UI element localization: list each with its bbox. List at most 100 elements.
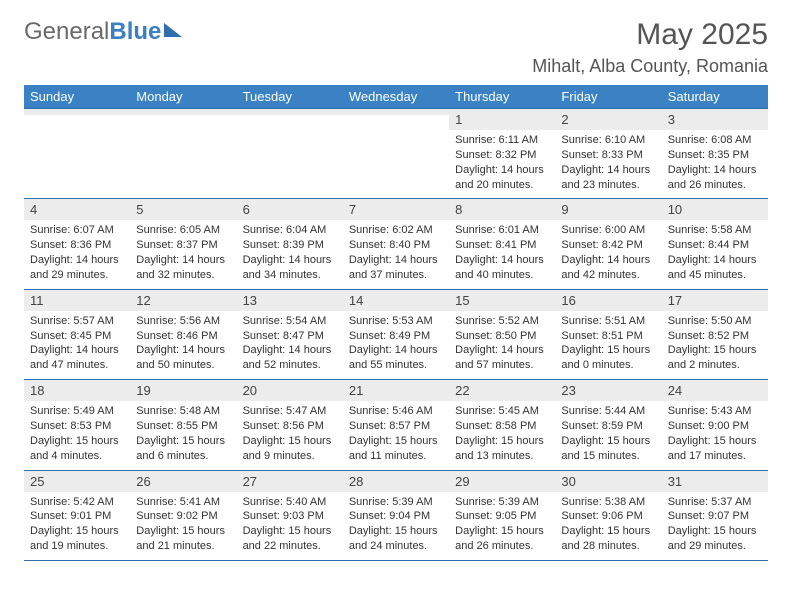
- sunset-text: Sunset: 8:52 PM: [668, 329, 762, 344]
- daylight-text: Daylight: 15 hours and 11 minutes.: [349, 434, 443, 464]
- sunset-text: Sunset: 9:02 PM: [136, 509, 230, 524]
- day-details: Sunrise: 5:46 AMSunset: 8:57 PMDaylight:…: [343, 401, 449, 469]
- day-details: Sunrise: 6:07 AMSunset: 8:36 PMDaylight:…: [24, 220, 130, 288]
- day-number: 5: [130, 199, 236, 220]
- weekday-label: Wednesday: [343, 85, 449, 108]
- calendar-cell: 20Sunrise: 5:47 AMSunset: 8:56 PMDayligh…: [237, 380, 343, 469]
- sunrise-text: Sunrise: 5:38 AM: [561, 495, 655, 510]
- sunset-text: Sunset: 9:07 PM: [668, 509, 762, 524]
- day-details: Sunrise: 5:47 AMSunset: 8:56 PMDaylight:…: [237, 401, 343, 469]
- calendar-cell: 7Sunrise: 6:02 AMSunset: 8:40 PMDaylight…: [343, 199, 449, 288]
- day-number: 17: [662, 290, 768, 311]
- daylight-text: Daylight: 14 hours and 50 minutes.: [136, 343, 230, 373]
- calendar-cell: 12Sunrise: 5:56 AMSunset: 8:46 PMDayligh…: [130, 290, 236, 379]
- sunset-text: Sunset: 8:50 PM: [455, 329, 549, 344]
- daylight-text: Daylight: 15 hours and 29 minutes.: [668, 524, 762, 554]
- calendar-cell: 9Sunrise: 6:00 AMSunset: 8:42 PMDaylight…: [555, 199, 661, 288]
- sunrise-text: Sunrise: 5:41 AM: [136, 495, 230, 510]
- sunset-text: Sunset: 9:01 PM: [30, 509, 124, 524]
- calendar-cell: 10Sunrise: 5:58 AMSunset: 8:44 PMDayligh…: [662, 199, 768, 288]
- day-number: 14: [343, 290, 449, 311]
- day-number: 8: [449, 199, 555, 220]
- sunset-text: Sunset: 8:37 PM: [136, 238, 230, 253]
- daylight-text: Daylight: 14 hours and 34 minutes.: [243, 253, 337, 283]
- day-details: Sunrise: 5:44 AMSunset: 8:59 PMDaylight:…: [555, 401, 661, 469]
- calendar-week-row: 4Sunrise: 6:07 AMSunset: 8:36 PMDaylight…: [24, 198, 768, 288]
- sunset-text: Sunset: 8:40 PM: [349, 238, 443, 253]
- sunset-text: Sunset: 9:00 PM: [668, 419, 762, 434]
- day-details: Sunrise: 5:41 AMSunset: 9:02 PMDaylight:…: [130, 492, 236, 560]
- sunrise-text: Sunrise: 6:02 AM: [349, 223, 443, 238]
- day-number: 28: [343, 471, 449, 492]
- sunset-text: Sunset: 8:39 PM: [243, 238, 337, 253]
- day-details: Sunrise: 5:37 AMSunset: 9:07 PMDaylight:…: [662, 492, 768, 560]
- calendar-cell: 1Sunrise: 6:11 AMSunset: 8:32 PMDaylight…: [449, 109, 555, 198]
- day-details: Sunrise: 5:38 AMSunset: 9:06 PMDaylight:…: [555, 492, 661, 560]
- calendar-cell: 13Sunrise: 5:54 AMSunset: 8:47 PMDayligh…: [237, 290, 343, 379]
- weekday-label: Tuesday: [237, 85, 343, 108]
- sunset-text: Sunset: 8:47 PM: [243, 329, 337, 344]
- daylight-text: Daylight: 15 hours and 13 minutes.: [455, 434, 549, 464]
- daylight-text: Daylight: 14 hours and 26 minutes.: [668, 163, 762, 193]
- day-number: 22: [449, 380, 555, 401]
- daylight-text: Daylight: 15 hours and 24 minutes.: [349, 524, 443, 554]
- daylight-text: Daylight: 15 hours and 19 minutes.: [30, 524, 124, 554]
- day-number: 1: [449, 109, 555, 130]
- daylight-text: Daylight: 14 hours and 40 minutes.: [455, 253, 549, 283]
- daylight-text: Daylight: 15 hours and 17 minutes.: [668, 434, 762, 464]
- logo-text-2: Blue: [109, 18, 161, 46]
- day-number: 31: [662, 471, 768, 492]
- sunrise-text: Sunrise: 5:40 AM: [243, 495, 337, 510]
- sunrise-text: Sunrise: 6:11 AM: [455, 133, 549, 148]
- calendar-cell: 28Sunrise: 5:39 AMSunset: 9:04 PMDayligh…: [343, 471, 449, 560]
- day-number: [24, 109, 130, 115]
- day-details: Sunrise: 5:51 AMSunset: 8:51 PMDaylight:…: [555, 311, 661, 379]
- sunset-text: Sunset: 8:53 PM: [30, 419, 124, 434]
- day-number: 15: [449, 290, 555, 311]
- daylight-text: Daylight: 15 hours and 22 minutes.: [243, 524, 337, 554]
- day-details: Sunrise: 5:45 AMSunset: 8:58 PMDaylight:…: [449, 401, 555, 469]
- day-details: Sunrise: 6:02 AMSunset: 8:40 PMDaylight:…: [343, 220, 449, 288]
- calendar-cell: 27Sunrise: 5:40 AMSunset: 9:03 PMDayligh…: [237, 471, 343, 560]
- sunset-text: Sunset: 8:33 PM: [561, 148, 655, 163]
- day-number: 4: [24, 199, 130, 220]
- daylight-text: Daylight: 15 hours and 6 minutes.: [136, 434, 230, 464]
- day-details: Sunrise: 5:39 AMSunset: 9:04 PMDaylight:…: [343, 492, 449, 560]
- sunrise-text: Sunrise: 5:47 AM: [243, 404, 337, 419]
- calendar-cell: 26Sunrise: 5:41 AMSunset: 9:02 PMDayligh…: [130, 471, 236, 560]
- sunrise-text: Sunrise: 5:37 AM: [668, 495, 762, 510]
- day-number: 6: [237, 199, 343, 220]
- calendar-week-row: 18Sunrise: 5:49 AMSunset: 8:53 PMDayligh…: [24, 379, 768, 469]
- daylight-text: Daylight: 15 hours and 2 minutes.: [668, 343, 762, 373]
- daylight-text: Daylight: 15 hours and 28 minutes.: [561, 524, 655, 554]
- weekday-label: Thursday: [449, 85, 555, 108]
- calendar-cell: 23Sunrise: 5:44 AMSunset: 8:59 PMDayligh…: [555, 380, 661, 469]
- calendar-cell: 25Sunrise: 5:42 AMSunset: 9:01 PMDayligh…: [24, 471, 130, 560]
- day-number: 12: [130, 290, 236, 311]
- calendar-cell: 8Sunrise: 6:01 AMSunset: 8:41 PMDaylight…: [449, 199, 555, 288]
- sunset-text: Sunset: 8:55 PM: [136, 419, 230, 434]
- day-number: [343, 109, 449, 115]
- calendar-cell: 30Sunrise: 5:38 AMSunset: 9:06 PMDayligh…: [555, 471, 661, 560]
- sunset-text: Sunset: 8:59 PM: [561, 419, 655, 434]
- calendar-cell: 14Sunrise: 5:53 AMSunset: 8:49 PMDayligh…: [343, 290, 449, 379]
- day-number: 13: [237, 290, 343, 311]
- daylight-text: Daylight: 15 hours and 21 minutes.: [136, 524, 230, 554]
- day-details: Sunrise: 6:10 AMSunset: 8:33 PMDaylight:…: [555, 130, 661, 198]
- calendar-cell: [343, 109, 449, 198]
- daylight-text: Daylight: 14 hours and 57 minutes.: [455, 343, 549, 373]
- calendar-cell: 29Sunrise: 5:39 AMSunset: 9:05 PMDayligh…: [449, 471, 555, 560]
- sunset-text: Sunset: 9:03 PM: [243, 509, 337, 524]
- calendar-week-row: 1Sunrise: 6:11 AMSunset: 8:32 PMDaylight…: [24, 108, 768, 198]
- day-number: 19: [130, 380, 236, 401]
- day-number: 26: [130, 471, 236, 492]
- day-number: 30: [555, 471, 661, 492]
- day-details: Sunrise: 5:56 AMSunset: 8:46 PMDaylight:…: [130, 311, 236, 379]
- day-number: 25: [24, 471, 130, 492]
- daylight-text: Daylight: 14 hours and 23 minutes.: [561, 163, 655, 193]
- calendar-cell: [24, 109, 130, 198]
- day-number: 7: [343, 199, 449, 220]
- weekday-label: Monday: [130, 85, 236, 108]
- calendar-cell: 3Sunrise: 6:08 AMSunset: 8:35 PMDaylight…: [662, 109, 768, 198]
- sunrise-text: Sunrise: 5:58 AM: [668, 223, 762, 238]
